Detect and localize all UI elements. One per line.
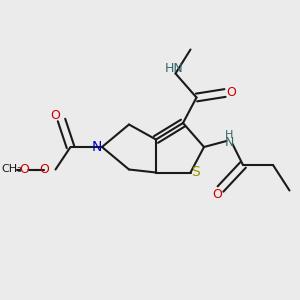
Text: O: O — [40, 163, 50, 176]
Text: HN: HN — [165, 62, 183, 76]
Text: H: H — [225, 130, 234, 140]
Text: S: S — [191, 166, 200, 179]
Text: O: O — [213, 188, 222, 202]
Text: N: N — [92, 140, 102, 154]
Text: CH₃: CH₃ — [1, 164, 22, 175]
Text: O: O — [226, 86, 236, 100]
Text: O: O — [20, 163, 29, 176]
Text: N: N — [225, 136, 234, 149]
Text: methoxy: methoxy — [27, 168, 33, 169]
Text: O: O — [51, 109, 60, 122]
